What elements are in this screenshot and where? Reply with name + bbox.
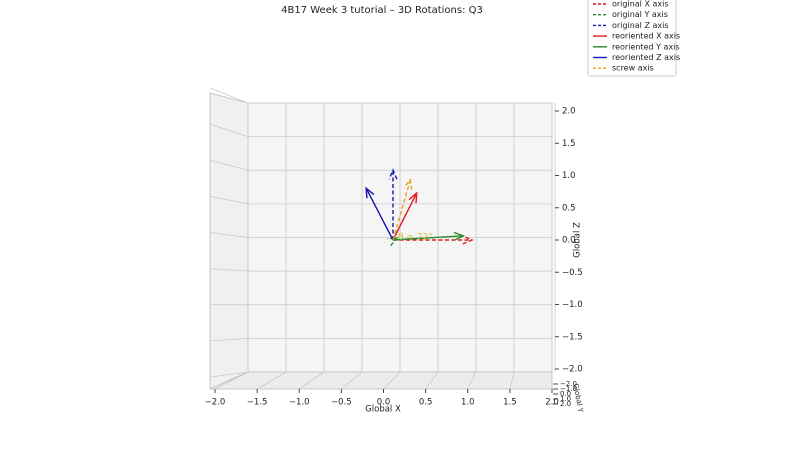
x-tick-label: 0.0 [377, 398, 391, 408]
grid-line [299, 371, 325, 390]
grid-line [209, 232, 249, 238]
x-tick-label: −1.5 [247, 398, 268, 408]
arrow-head [403, 178, 413, 190]
legend-box [587, 0, 677, 77]
arrow [392, 235, 464, 241]
arrow [392, 192, 418, 241]
y-tick-label: −1.0 [560, 385, 577, 393]
legend-label: reoriented X axis [612, 32, 680, 41]
z-tick-label: −0.5 [562, 268, 583, 278]
y-tick-label: 2.0 [560, 400, 571, 408]
z-tick-label: 0.0 [562, 236, 576, 246]
arrow-head [408, 191, 418, 204]
z-tick-label: −1.0 [562, 300, 583, 310]
grid-line [209, 87, 249, 104]
legend-label: original Y axis [612, 10, 668, 19]
grid-line [383, 371, 401, 390]
grid-line [509, 371, 515, 390]
z-tick-label: 1.0 [562, 171, 576, 181]
chart-title: 4B17 Week 3 tutorial – 3D Rotations: Q3 [281, 5, 483, 16]
grid-line [256, 371, 287, 390]
grid-line [209, 371, 249, 378]
y-tick-label: 0.0 [560, 390, 571, 398]
y-tick-label: −2.0 [560, 380, 577, 388]
x-tick-label: −2.0 [205, 398, 226, 408]
x-tick-label: −0.5 [331, 398, 352, 408]
x-tick-label: 0.5 [419, 398, 433, 408]
arrow-head [365, 186, 375, 199]
x-tick-label: 2.0 [545, 398, 559, 408]
z-tick-label: 0.5 [562, 203, 576, 213]
z-axis-label: Global Z [573, 222, 583, 258]
arrow-head [462, 235, 474, 245]
legend-label: screw axis [612, 64, 654, 73]
legend-label: original Z axis [612, 21, 669, 30]
grid-line [214, 371, 249, 390]
z-tick-label: 1.5 [562, 139, 576, 149]
grid-line [209, 195, 249, 205]
y-tick-label: 1.0 [560, 395, 571, 403]
z-tick-label: 2.0 [562, 107, 576, 117]
grid-line [209, 337, 249, 342]
panes [209, 92, 556, 390]
x-tick-label: 1.5 [503, 398, 517, 408]
grid-line [467, 371, 477, 390]
z-tick-label: −2.0 [562, 365, 583, 375]
x-tick-label: −1.0 [289, 398, 310, 408]
grid-line [209, 159, 249, 171]
legend-label: reoriented Y axis [612, 42, 680, 51]
arrow [365, 187, 394, 241]
grid-line [341, 371, 363, 390]
arrow-head [453, 231, 466, 241]
left-pane [209, 92, 249, 390]
arrow-head [388, 168, 398, 180]
grid-line [425, 371, 439, 390]
arrow-head [386, 237, 399, 247]
x-tick-label: 1.0 [461, 398, 475, 408]
annotation: θ = 72° [398, 233, 433, 243]
legend-label: original X axis [612, 0, 669, 9]
x-axis-label: Global X [365, 405, 401, 415]
grid-line [209, 268, 249, 272]
legend-label: reoriented Z axis [612, 53, 680, 62]
grid-line [209, 123, 249, 138]
arrow [392, 179, 412, 241]
z-tick-label: −1.5 [562, 332, 583, 342]
